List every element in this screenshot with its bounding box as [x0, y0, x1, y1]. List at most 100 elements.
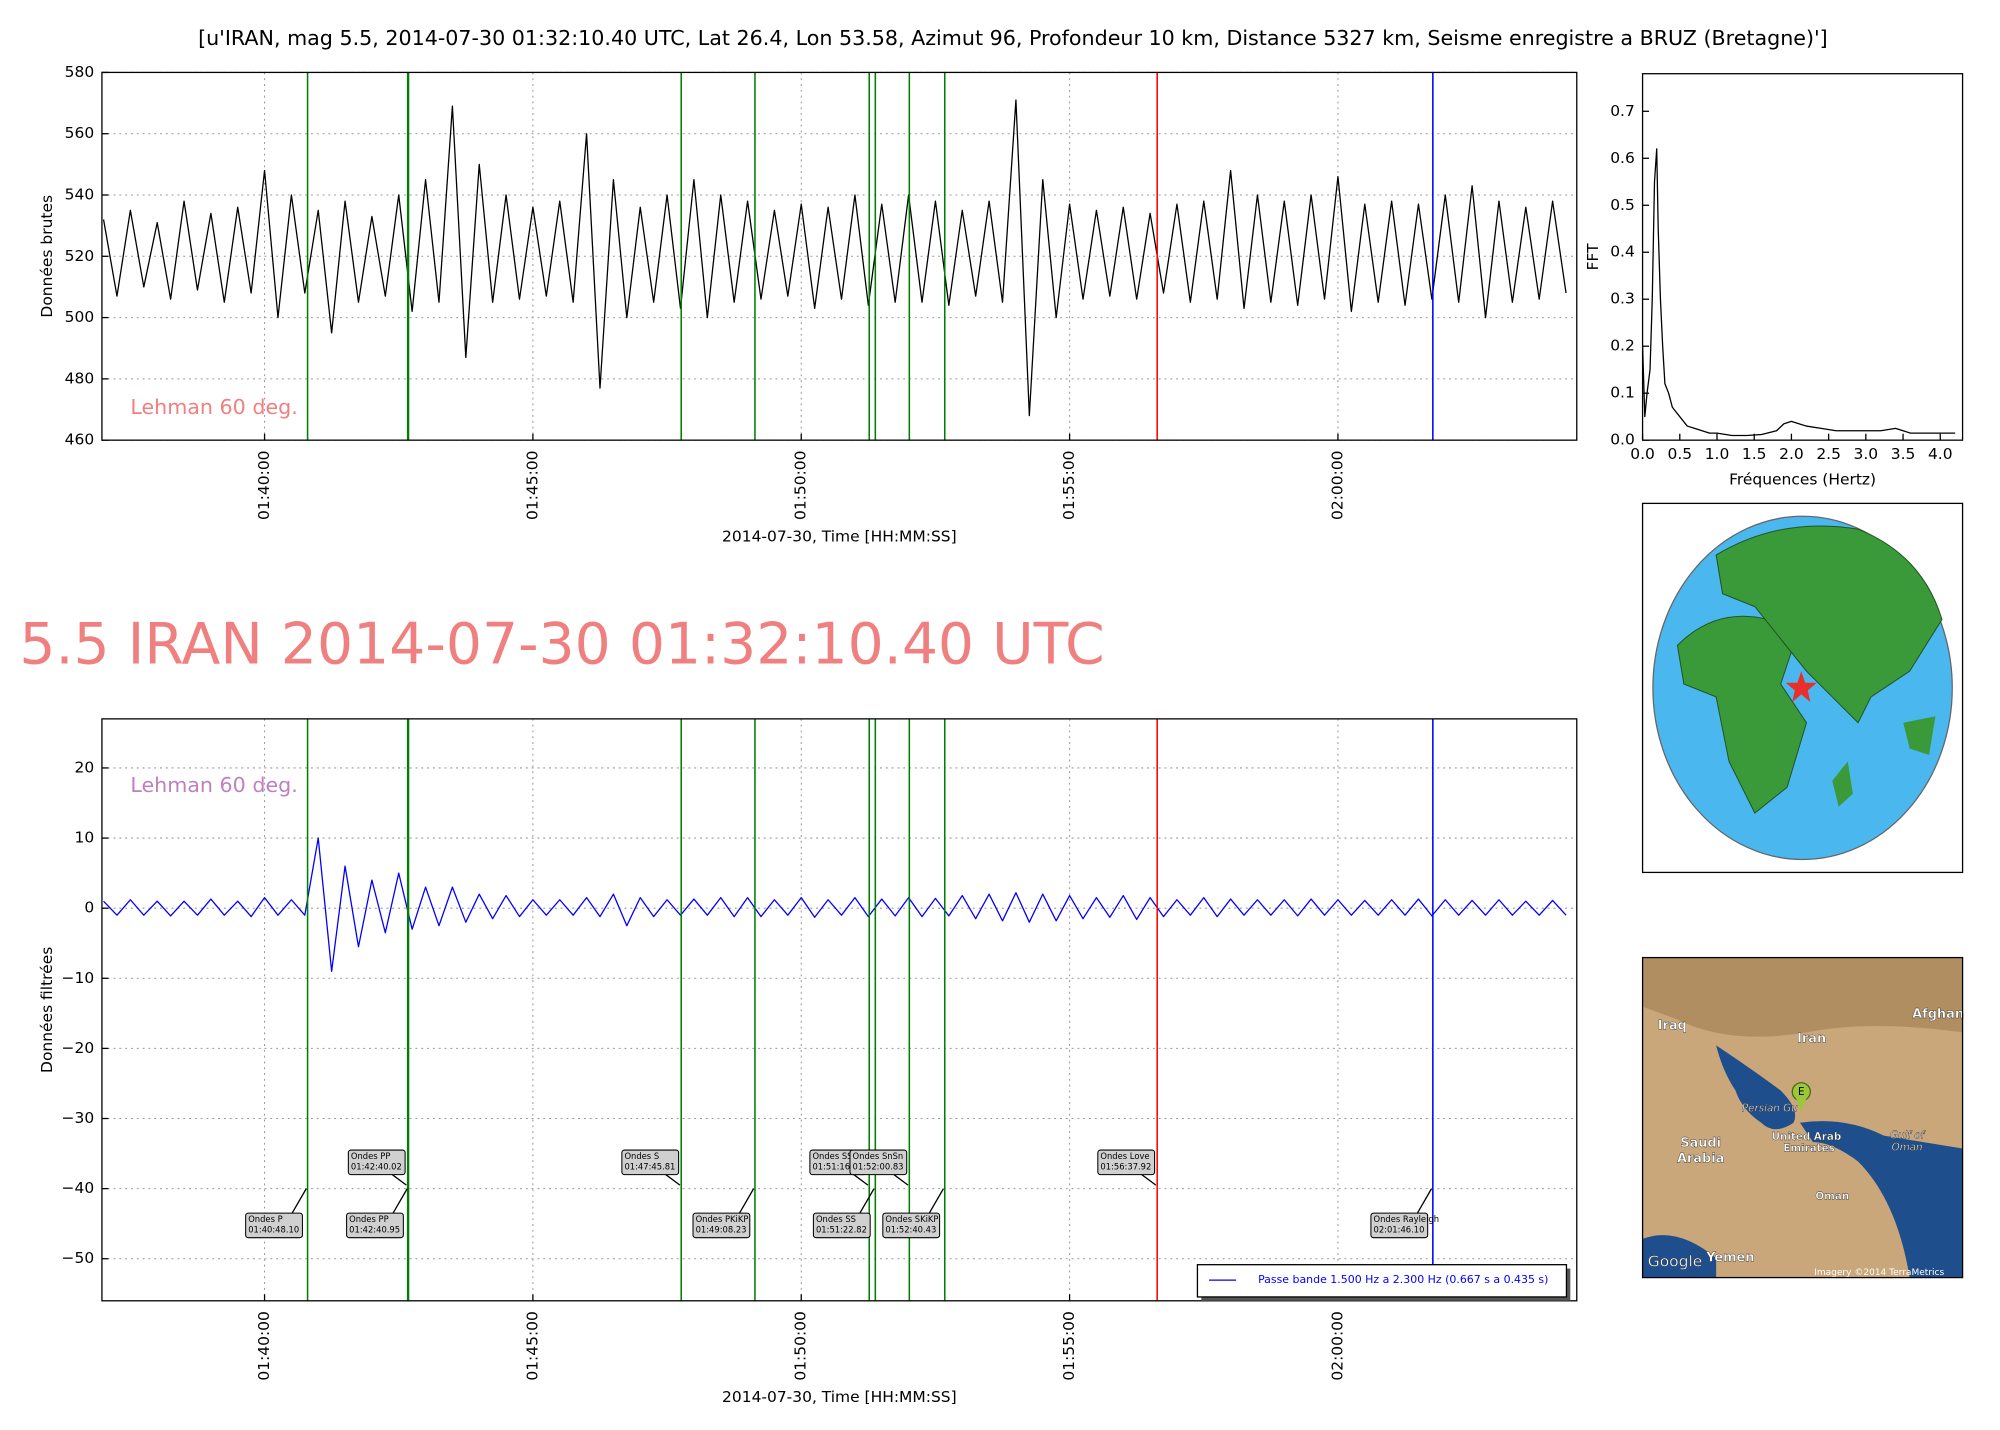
x-tick-label: 01:50:00 [792, 450, 810, 519]
y-tick-label: 0.2 [1610, 337, 1635, 355]
x-tick-label: 01:50:00 [792, 1311, 810, 1380]
phase-time: 01:51:16.00 [812, 1161, 863, 1171]
map-label: Afghan [1912, 1007, 1964, 1022]
x-axis-label: 2014-07-30, Time [HH:MM:SS] [722, 527, 957, 545]
phase-name: Ondes Rayleigh [1373, 1214, 1439, 1224]
y-tick-label: 0.4 [1610, 243, 1635, 261]
phase-time: 01:56:37.92 [1100, 1161, 1151, 1171]
map-label: Iran [1797, 1031, 1826, 1046]
x-tick-label: 3.5 [1891, 445, 1916, 463]
y-tick-label: 580 [65, 63, 95, 81]
y-tick-label: 500 [65, 308, 95, 326]
x-tick-label: 0.0 [1630, 445, 1655, 463]
phase-arrow [1416, 1188, 1433, 1214]
phase-arrow [391, 1174, 407, 1186]
map-label: Arabia [1677, 1151, 1724, 1166]
x-tick-label: 02:00:00 [1328, 450, 1346, 519]
phase-name: Ondes S [624, 1151, 659, 1161]
phase-arrow [1141, 1174, 1157, 1186]
x-tick-label: 01:40:00 [255, 450, 273, 519]
trace [103, 837, 1567, 972]
map-label: Imagery ©2014 TerraMetrics [1814, 1268, 1944, 1278]
annotation: Lehman 60 deg. [130, 395, 297, 419]
phase-name: Ondes PP [349, 1214, 388, 1224]
y-tick-label: −10 [62, 969, 95, 987]
trace [1641, 148, 1956, 437]
phase-label-box [849, 1149, 908, 1176]
legend-box [1196, 1264, 1568, 1298]
y-tick-label: −50 [62, 1249, 95, 1267]
x-tick-label: 01:45:00 [523, 1311, 541, 1380]
figure-title: [u'IRAN, mag 5.5, 2014-07-30 01:32:10.40… [198, 26, 1828, 50]
phase-arrow [893, 1174, 909, 1186]
phase-label-box [692, 1212, 751, 1239]
map-pin-label: E [1798, 1086, 1805, 1098]
phase-name: Ondes Love [1100, 1151, 1149, 1161]
phase-label-box [1097, 1149, 1156, 1176]
plot-area [1642, 73, 1963, 441]
phase-label-box [1370, 1212, 1429, 1239]
phase-name: Ondes PP [351, 1151, 390, 1161]
x-tick-label: 01:55:00 [1060, 450, 1078, 519]
trace [102, 99, 1567, 417]
x-tick-label: 3.0 [1854, 445, 1879, 463]
x-tick-label: 01:55:00 [1060, 1311, 1078, 1380]
x-tick-label: 2.0 [1779, 445, 1804, 463]
phase-time: 01:42:40.02 [351, 1161, 402, 1171]
map-label: Oman [1892, 1141, 1923, 1153]
phase-label-box [882, 1212, 941, 1239]
y-axis-label: Données brutes [38, 195, 56, 318]
y-tick-label: 0.0 [1610, 431, 1635, 449]
phase-label-box [346, 1212, 404, 1239]
y-tick-label: −30 [62, 1109, 95, 1127]
map-label: Oman [1815, 1190, 1849, 1202]
annotation: Lehman 60 deg. [130, 773, 297, 797]
x-tick-label: 01:45:00 [523, 450, 541, 519]
phase-arrow [859, 1188, 875, 1214]
y-tick-label: 0 [84, 899, 94, 917]
phase-arrow [291, 1188, 307, 1214]
map-label: Google [1648, 1253, 1703, 1271]
phase-arrow [392, 1188, 408, 1214]
globe [1641, 502, 1964, 874]
phase-name: Ondes SS [812, 1151, 852, 1161]
y-tick-label: 0.3 [1610, 290, 1635, 308]
phase-label-box [812, 1212, 871, 1239]
x-tick-label: 01:40:00 [255, 1311, 273, 1380]
x-axis-label: Fréquences (Hertz) [1729, 471, 1876, 489]
y-tick-label: 560 [65, 124, 95, 142]
phase-time: 01:40:48.10 [248, 1224, 299, 1234]
phase-arrow [853, 1174, 869, 1186]
map-label: Persian Gu [1742, 1103, 1798, 1115]
plot-frame [1641, 73, 1964, 441]
x-tick-label: 0.5 [1667, 445, 1692, 463]
phase-label-box [245, 1212, 303, 1239]
phase-name: Ondes P [248, 1214, 282, 1224]
map-label: Gulf of [1890, 1130, 1926, 1142]
map: E Iraq Iran Afghan Persian Gu United Ara… [1641, 956, 1964, 1279]
phase-time: 01:52:40.43 [885, 1224, 936, 1234]
phase-label-box [347, 1149, 406, 1176]
x-tick-label: 1.0 [1705, 445, 1730, 463]
plot-frame [101, 718, 1578, 1302]
y-tick-label: 460 [65, 431, 95, 449]
phase-time: 01:42:40.95 [349, 1224, 400, 1234]
x-axis-label: 2014-07-30, Time [HH:MM:SS] [722, 1388, 957, 1406]
y-tick-label: 480 [65, 369, 95, 387]
phase-time: 01:49:08.23 [696, 1224, 747, 1234]
y-tick-label: 0.5 [1610, 196, 1635, 214]
y-tick-label: 20 [75, 758, 95, 776]
y-tick-label: 10 [75, 829, 95, 847]
x-tick-label: 4.0 [1928, 445, 1953, 463]
headline: 5.5 IRAN 2014-07-30 01:32:10.40 UTC [19, 612, 1104, 678]
y-tick-label: −40 [62, 1179, 95, 1197]
phase-name: Ondes SKiKP [885, 1214, 938, 1224]
y-axis-label: FFT [1584, 243, 1602, 271]
legend-label: Passe bande 1.500 Hz a 2.300 Hz (0.667 s… [1258, 1273, 1548, 1286]
phase-time: 01:47:45.81 [624, 1161, 675, 1171]
x-tick-label: 2.5 [1816, 445, 1841, 463]
phase-name: Ondes SnSn [853, 1151, 904, 1161]
y-tick-label: 540 [65, 186, 95, 204]
phase-arrow [738, 1188, 755, 1214]
